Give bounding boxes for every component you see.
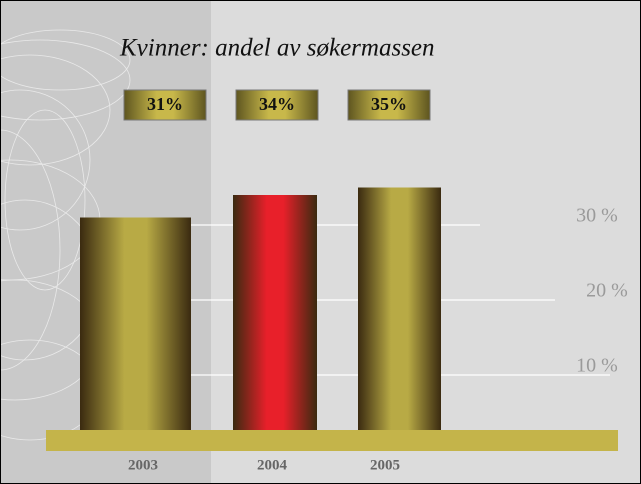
base-band bbox=[46, 430, 618, 451]
x-tick-label: 2005 bbox=[370, 457, 400, 473]
slide: Kvinner: andel av søkermassen 10 % 20 % 30… bbox=[0, 0, 641, 484]
x-tick-label: 2003 bbox=[128, 457, 158, 473]
value-label: 34% bbox=[259, 94, 295, 114]
y-tick-label: 20 % bbox=[586, 280, 628, 302]
bar bbox=[233, 195, 317, 450]
y-tick-label: 30 % bbox=[576, 205, 618, 227]
bar bbox=[358, 188, 441, 451]
value-label: 31% bbox=[147, 94, 183, 114]
x-tick-label: 2004 bbox=[257, 457, 288, 473]
bar bbox=[80, 218, 191, 451]
y-tick-label: 10 % bbox=[576, 355, 618, 377]
chart-title: Kvinner: andel av søkermassen bbox=[119, 35, 435, 62]
value-label: 35% bbox=[371, 94, 407, 114]
